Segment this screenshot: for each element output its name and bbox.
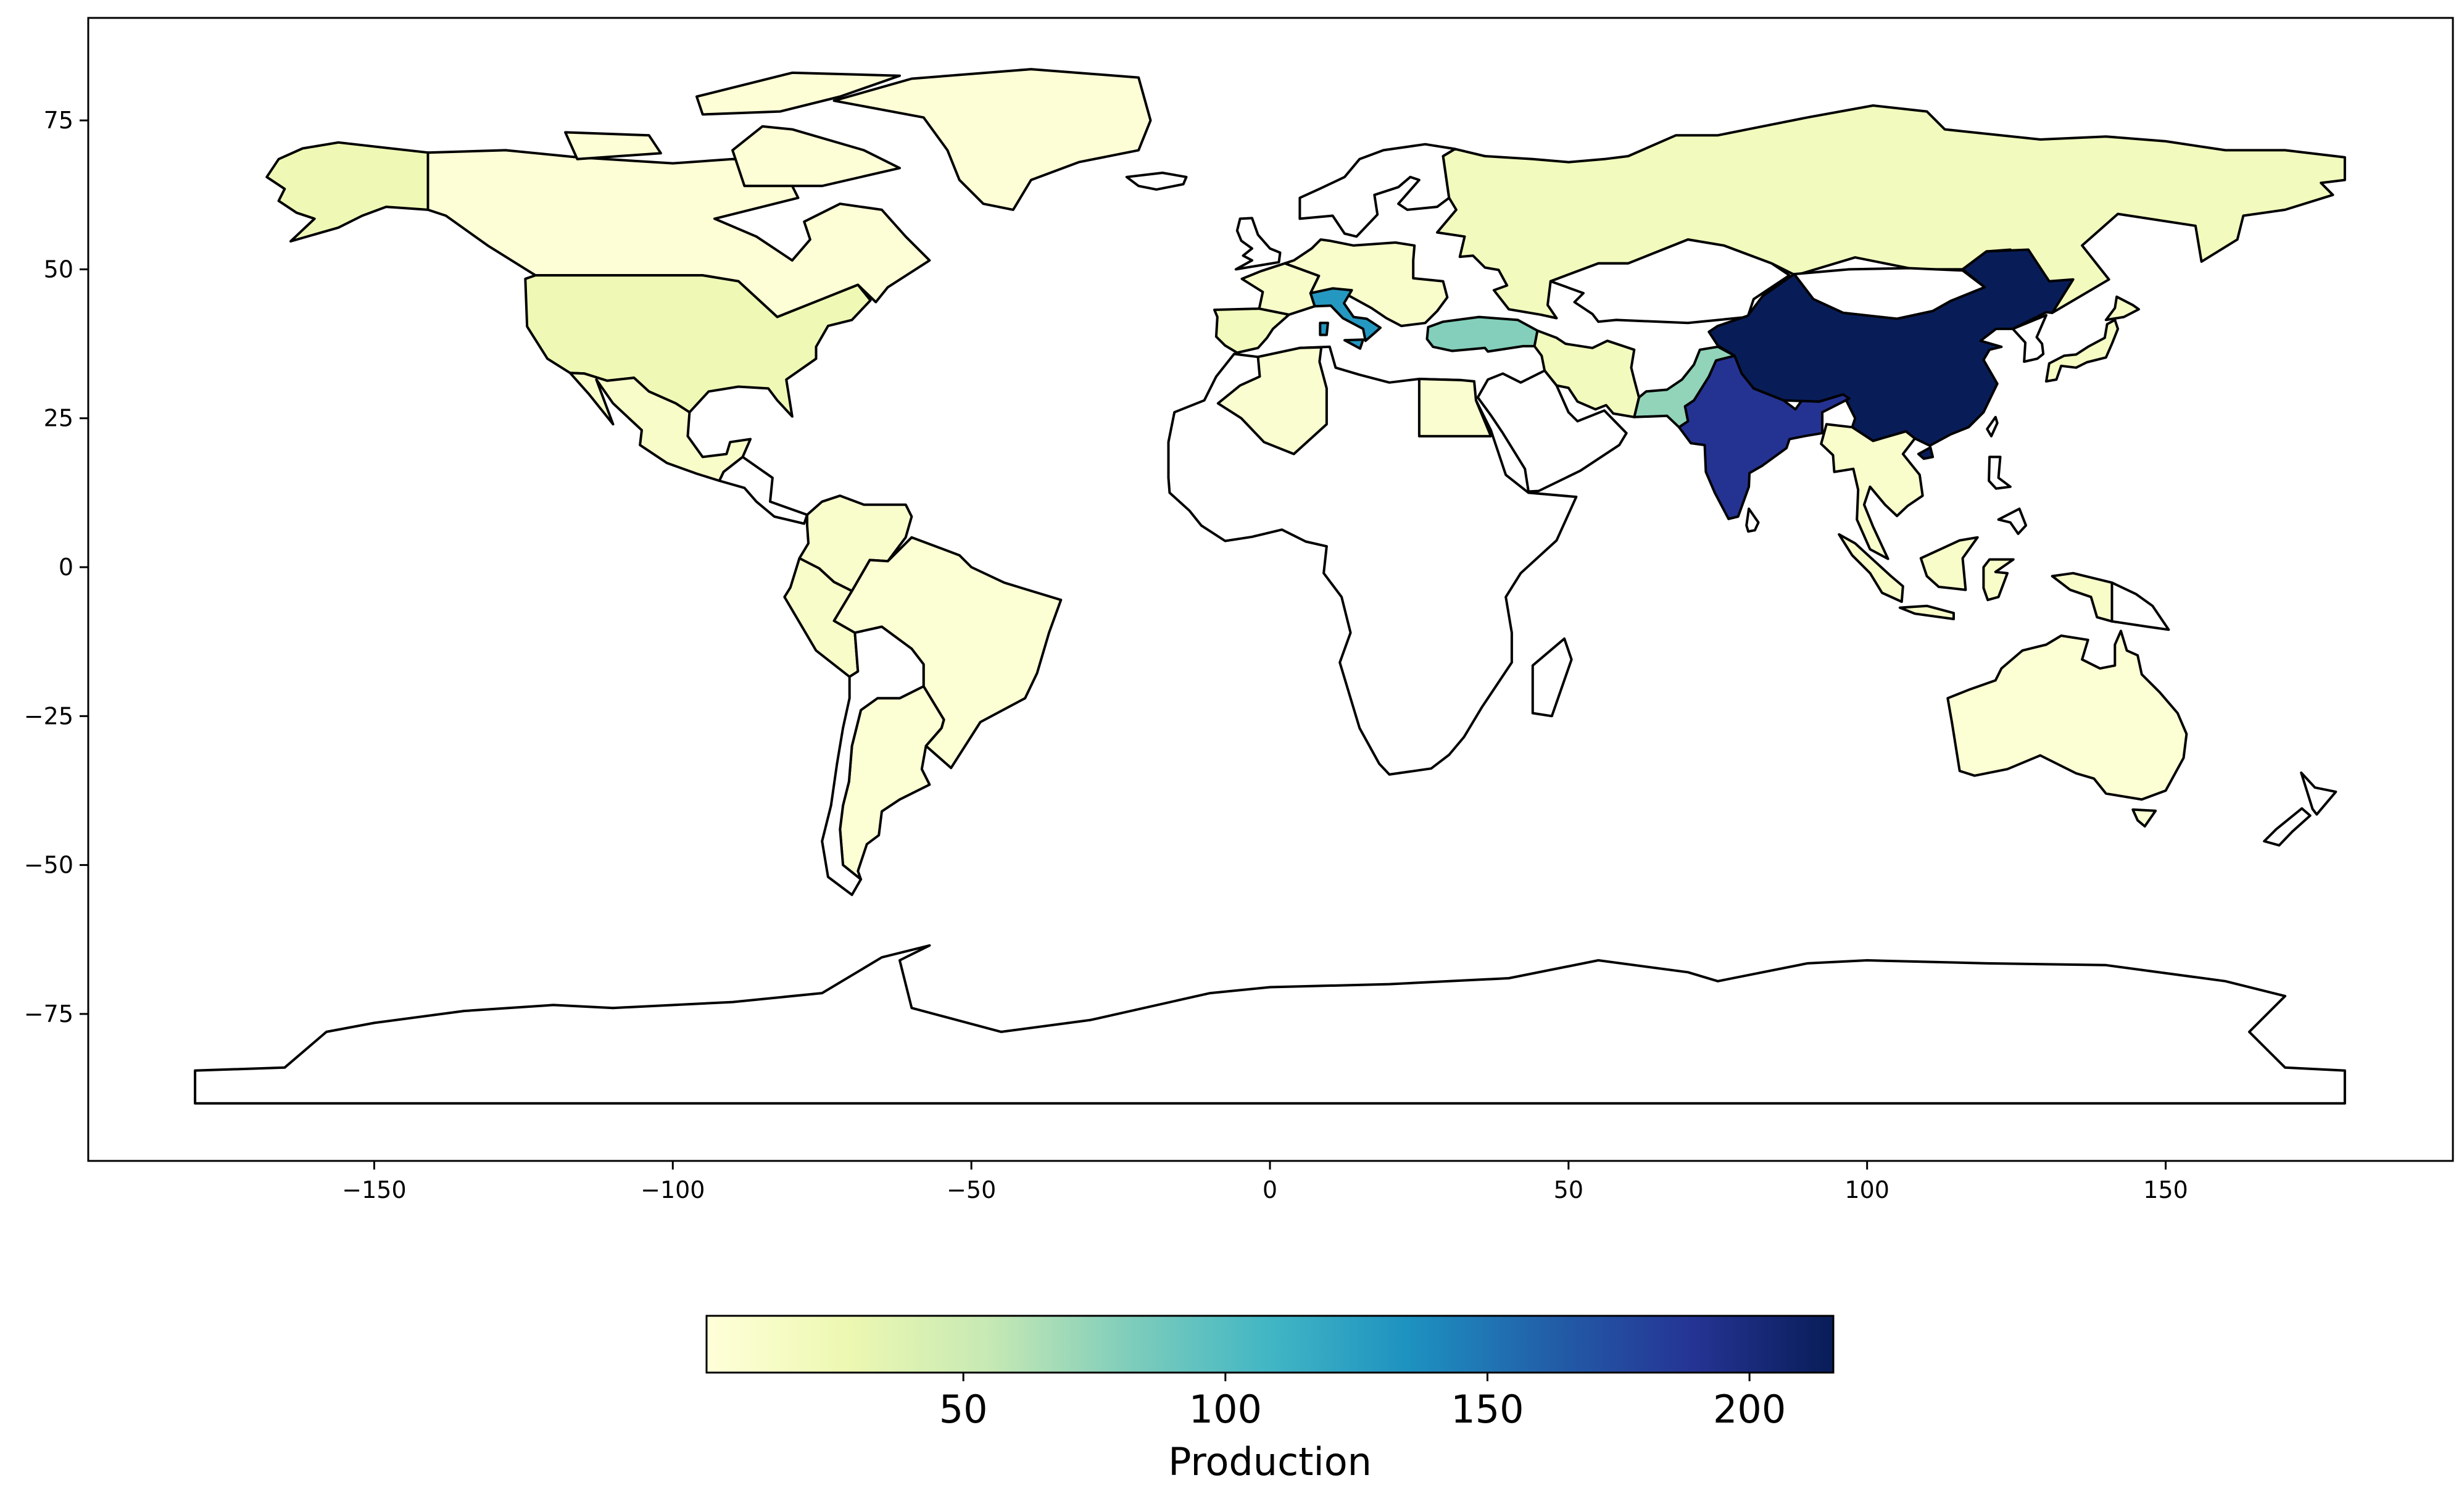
region-kazakhstan <box>1549 238 1791 325</box>
region-canada <box>695 71 901 116</box>
region-italy <box>1309 287 1382 343</box>
y-tick-label: 25 <box>44 405 73 432</box>
colorbar-tick-label: 200 <box>1713 1387 1786 1432</box>
region-greenland <box>832 68 1152 211</box>
region-indonesia <box>1838 533 1904 603</box>
x-tick-label: 150 <box>2143 1176 2188 1203</box>
y-tick-label: −75 <box>24 1000 73 1028</box>
region-indonesia <box>2051 572 2113 623</box>
colorbar-gradient <box>705 1315 1835 1374</box>
region-australia <box>2131 808 2157 828</box>
x-tick-label: −100 <box>641 1176 705 1203</box>
region-italy <box>1343 338 1364 350</box>
region-philippines <box>1997 507 2028 535</box>
region-new-zealand <box>2300 771 2337 816</box>
region-taiwan <box>1986 415 1999 438</box>
region-turkey <box>1425 315 1539 353</box>
region-indonesia <box>1982 558 2015 602</box>
region-korea <box>2011 314 2047 363</box>
y-tick-label: 75 <box>44 107 73 134</box>
region-algeria <box>1216 346 1328 455</box>
region-canada <box>564 131 662 160</box>
region-chile-bolivia <box>821 625 925 896</box>
colorbar-label: Production <box>1168 1439 1372 1484</box>
region-iran <box>1533 329 1640 418</box>
region-spain <box>1213 307 1290 354</box>
region-philippines <box>1988 455 2012 490</box>
region-sri-lanka <box>1745 507 1760 533</box>
x-tick-label: −150 <box>342 1176 406 1203</box>
region-italy <box>1319 322 1329 336</box>
colorbar-tick-label: 50 <box>939 1387 988 1432</box>
region-arabian-peninsula <box>1476 369 1628 493</box>
region-russia <box>1436 104 2346 320</box>
y-tick-label: 0 <box>59 554 73 581</box>
region-mexico <box>568 372 752 482</box>
region-alaska-usa <box>265 141 429 243</box>
x-axis: −150 −100 −50 0 50 100 150 <box>342 1161 2188 1203</box>
region-indonesia <box>1919 536 1979 591</box>
x-tick-label: 50 <box>1554 1176 1583 1203</box>
region-china <box>1917 446 1935 460</box>
region-pakistan <box>1633 345 1736 429</box>
region-papua <box>2110 581 2170 631</box>
y-tick-label: −25 <box>24 702 73 729</box>
region-iceland <box>1125 172 1188 191</box>
x-tick-label: 100 <box>1844 1176 1889 1203</box>
region-uk <box>1234 217 1282 271</box>
colorbar-tick-label: 100 <box>1189 1387 1262 1432</box>
region-africa <box>1167 345 1578 776</box>
colorbar: 50 100 150 200 Production <box>705 1315 1835 1484</box>
x-tick-label: 0 <box>1263 1176 1277 1203</box>
region-japan <box>2045 318 2120 383</box>
region-madagascar <box>1531 637 1573 718</box>
y-tick-label: 50 <box>44 256 73 283</box>
region-antarctica <box>194 944 2346 1105</box>
region-japan <box>2104 295 2140 322</box>
region-central-america <box>718 455 808 525</box>
colorbar-tick-label: 150 <box>1451 1387 1524 1432</box>
region-scandinavia <box>1298 143 1456 238</box>
x-tick-label: −50 <box>947 1176 996 1203</box>
region-canada <box>731 125 901 188</box>
region-australia <box>1946 630 2188 801</box>
region-egypt <box>1417 378 1492 438</box>
map-area <box>194 68 2346 1105</box>
region-southeast-asia <box>1820 423 1924 560</box>
region-new-zealand <box>2263 807 2312 847</box>
y-tick-label: −50 <box>24 852 73 879</box>
y-axis: 75 50 25 0 −25 −50 −75 <box>24 107 88 1028</box>
region-indonesia <box>1898 604 1955 620</box>
